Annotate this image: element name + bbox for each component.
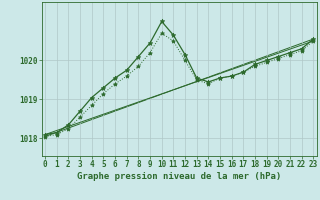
X-axis label: Graphe pression niveau de la mer (hPa): Graphe pression niveau de la mer (hPa) bbox=[77, 172, 281, 181]
